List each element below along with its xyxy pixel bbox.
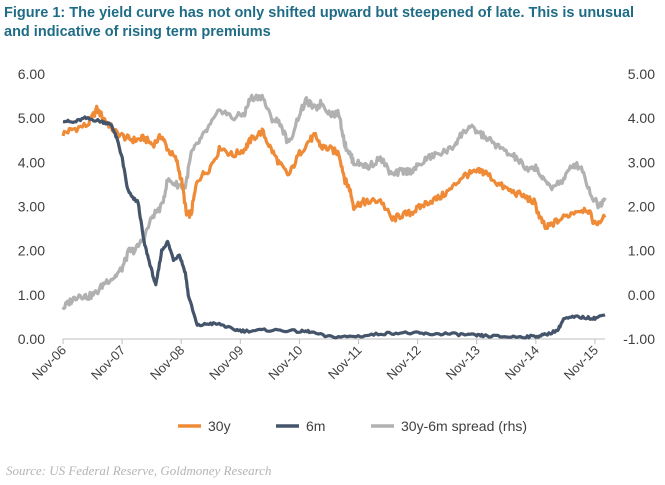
right-tick-label: 0.00 <box>628 287 655 303</box>
x-tick-label: Nov-11 <box>325 343 365 383</box>
legend: 30y 6m 30y-6m spread (rhs) <box>178 418 527 434</box>
source-note: Source: US Federal Reserve, Goldmoney Re… <box>6 463 272 478</box>
right-tick-label: 5.00 <box>628 66 655 82</box>
right-tick-label: 3.00 <box>628 154 655 170</box>
left-tick-label: 2.00 <box>18 243 45 259</box>
x-tick-label: Nov-10 <box>265 343 305 383</box>
right-axis-ticks: -1.00 0.00 1.00 2.00 3.00 4.00 5.00 <box>623 66 655 347</box>
line-spread <box>61 93 607 311</box>
x-tick-label: Nov-08 <box>147 343 187 383</box>
left-axis-ticks: 0.00 1.00 2.00 3.00 4.00 5.00 6.00 <box>18 66 45 347</box>
legend-label: 6m <box>306 418 325 434</box>
x-tick-label: Nov-12 <box>384 343 424 383</box>
x-tick-label: Nov-06 <box>29 343 69 383</box>
x-tick-label: Nov-15 <box>561 343 601 383</box>
right-tick-label: 4.00 <box>628 110 655 126</box>
x-axis-ticks: Nov-06 Nov-07 Nov-08 Nov-09 Nov-10 Nov-11 Nov-… <box>29 339 601 383</box>
chart-title: Figure 1: The yield curve has not only s… <box>4 5 635 40</box>
legend-label: 30y-6m spread (rhs) <box>401 418 527 434</box>
left-tick-label: 0.00 <box>18 331 45 347</box>
x-tick-label: Nov-09 <box>206 343 246 383</box>
left-tick-label: 6.00 <box>18 66 45 82</box>
left-tick-label: 3.00 <box>18 199 45 215</box>
line-6m <box>62 115 606 340</box>
x-tick-label: Nov-07 <box>88 343 128 383</box>
left-tick-label: 4.00 <box>18 154 45 170</box>
legend-label: 30y <box>208 418 231 434</box>
right-tick-label: -1.00 <box>623 331 655 347</box>
series-lines <box>61 93 607 340</box>
right-tick-label: 2.00 <box>628 199 655 215</box>
left-tick-label: 5.00 <box>18 110 45 126</box>
x-tick-label: Nov-13 <box>443 343 483 383</box>
right-tick-label: 1.00 <box>628 243 655 259</box>
x-tick-label: Nov-14 <box>502 343 542 383</box>
left-tick-label: 1.00 <box>18 287 45 303</box>
line-30y <box>61 104 607 230</box>
